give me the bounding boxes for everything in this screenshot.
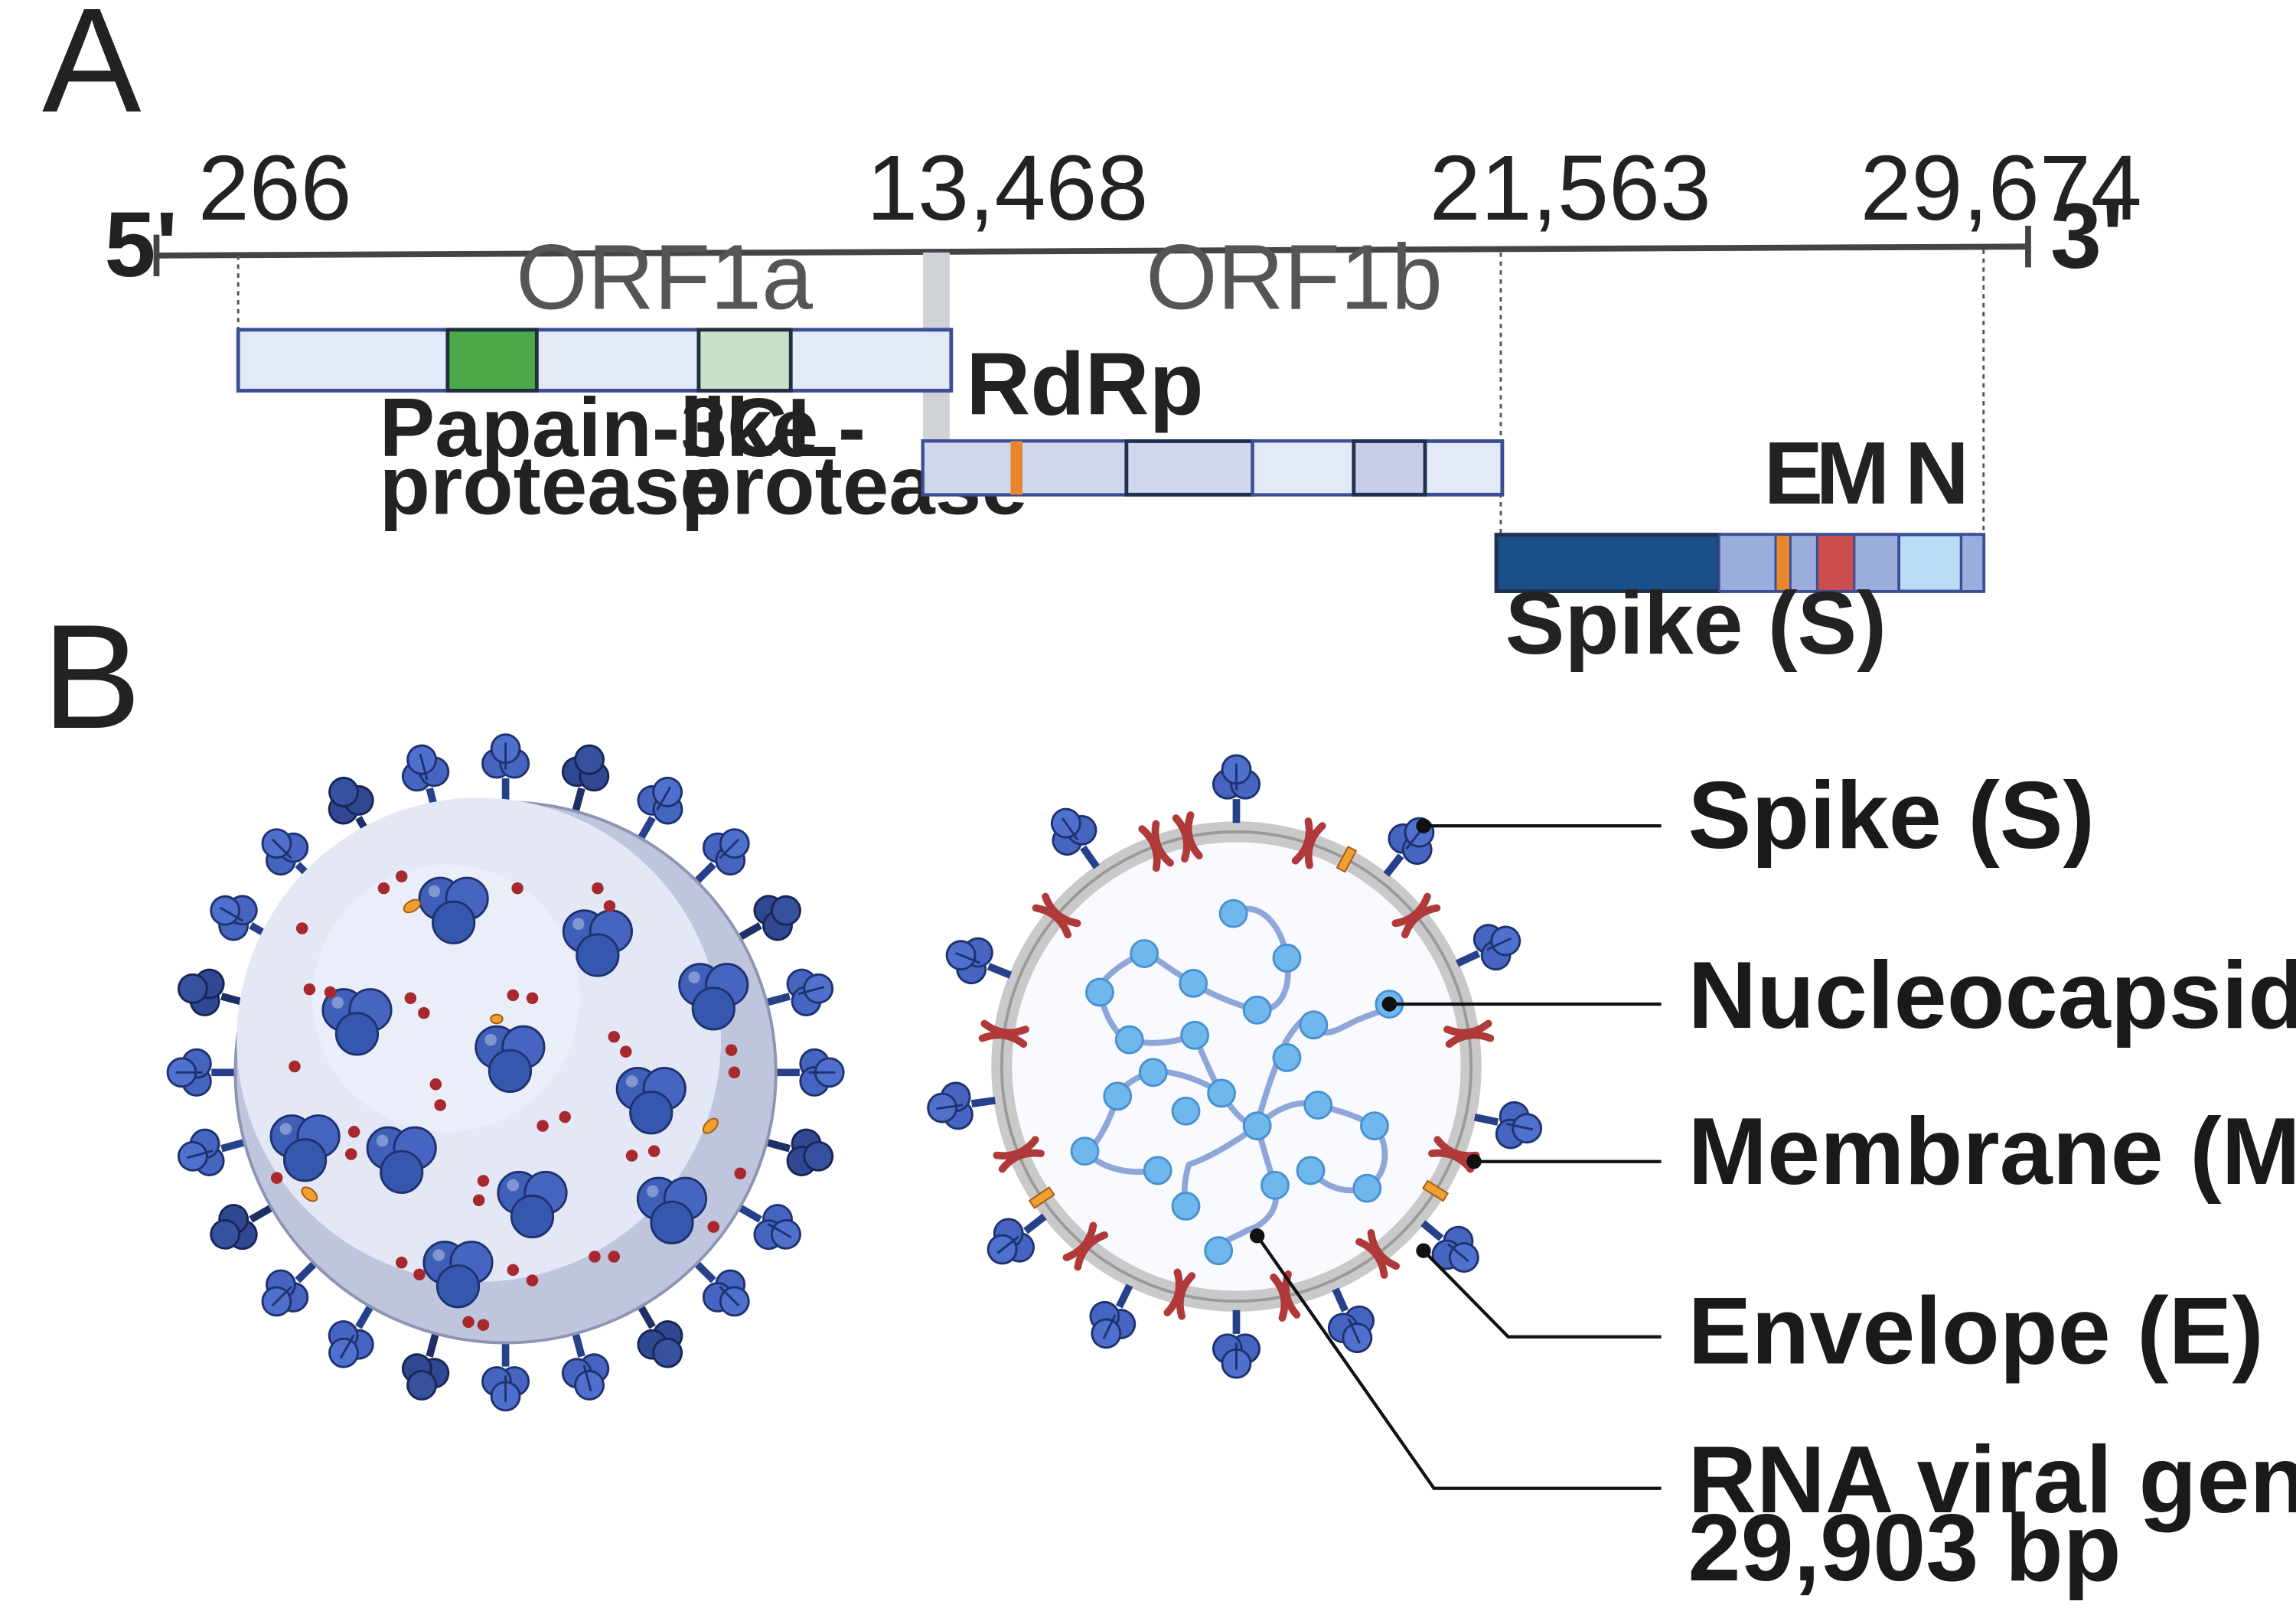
3cl-label-line1: 3CL- (681, 382, 866, 474)
legend-spike: Spike (S) (1688, 763, 2094, 869)
leader-rna (1255, 1234, 1662, 1490)
spike-gene-label: Spike (S) (1505, 573, 1887, 673)
panel-label-a: A (42, 0, 142, 144)
coord-label-3: 21,563 (1430, 137, 1711, 240)
nucleocapsid-proteins (1070, 898, 1404, 1266)
n-gene-label: N (1905, 423, 1969, 523)
legend-membrane: Membrane (M) (1688, 1099, 2296, 1205)
structural-genes-box (1494, 533, 1986, 593)
papain-label-line1: Papain-like (380, 382, 819, 474)
3cl-protease-domain (696, 328, 793, 393)
leader-dots (1249, 818, 1482, 1258)
legend-nucleocapsid: Nucleocapsid (N) (1688, 943, 2296, 1048)
three-prime-label: 3' (2050, 184, 2124, 287)
legend-rna-line2: 29,903 bp (1688, 1495, 2121, 1601)
n-gene (1897, 533, 1963, 593)
rdrp-label: RdRp (966, 334, 1203, 433)
genome-axis (156, 243, 2028, 259)
e-gene-label: E (1763, 423, 1823, 523)
virion-3d-illustration (168, 735, 843, 1410)
papain-label-line2: protease (380, 440, 726, 533)
legend-envelope: Envelope (E) (1688, 1279, 2263, 1384)
coord-label-4: 29,674 (1861, 137, 2142, 240)
panel-label-b: B (42, 594, 141, 760)
virion-membrane-dots (270, 870, 746, 1332)
orf1a-label: ORF1a (516, 227, 813, 329)
virion-envelope-dots (301, 898, 719, 1202)
cross-section-envelope-proteins (1028, 846, 1450, 1209)
orf1b-gene-box (921, 439, 1505, 497)
leader-envelope (1422, 1249, 1662, 1339)
coord-label-1: 266 (198, 137, 352, 240)
m-gene-label: M (1815, 423, 1890, 523)
coord-label-2: 13,468 (866, 137, 1148, 240)
leader-lines (1255, 823, 1662, 1490)
legend-rna-line1: RNA viral genome (1688, 1427, 2296, 1533)
papain-like-protease-domain (445, 328, 539, 393)
virion-cross-section (925, 755, 1546, 1378)
spike-gene (1494, 533, 1721, 593)
five-prime-label: 5' (105, 194, 178, 296)
orf1a-gene-box (236, 328, 954, 393)
rdrp-marker (1010, 441, 1022, 495)
orf1b-label: ORF1b (1146, 227, 1443, 329)
